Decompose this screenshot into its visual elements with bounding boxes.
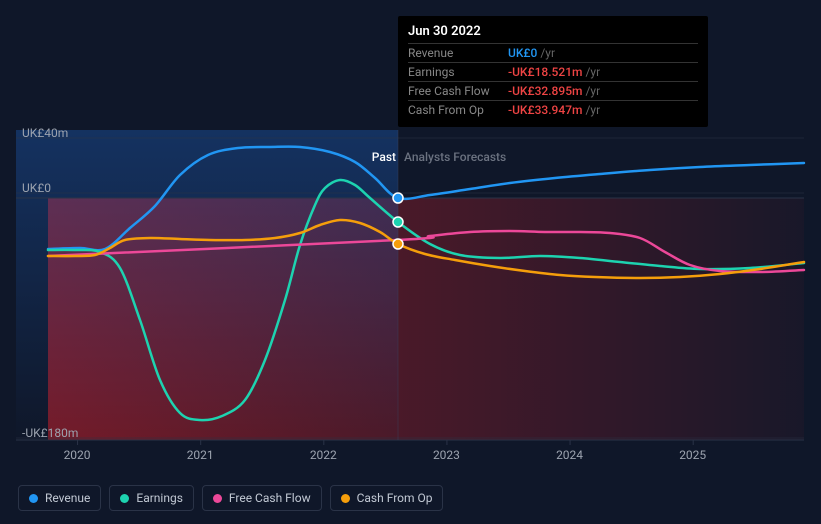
y-axis-label: -UK£180m (22, 426, 78, 440)
tooltip-row: RevenueUK£0/yr (408, 44, 698, 63)
legend-swatch (120, 494, 129, 503)
x-axis-label: 2021 (187, 448, 214, 462)
legend-swatch (341, 494, 350, 503)
tooltip-row-label: Cash From Op (408, 103, 508, 117)
tooltip-row-suffix: /yr (585, 65, 600, 79)
tooltip-row-suffix: /yr (585, 84, 600, 98)
earnings-marker (393, 217, 403, 227)
tooltip-row-value: UK£0 (508, 46, 537, 60)
legend-label: Cash From Op (357, 491, 433, 505)
x-axis-label: 2023 (433, 448, 460, 462)
x-axis-label: 2020 (64, 448, 91, 462)
tooltip-row-label: Free Cash Flow (408, 84, 508, 98)
legend-item-earnings[interactable]: Earnings (109, 485, 194, 511)
tooltip-row-label: Earnings (408, 65, 508, 79)
tooltip-row: Cash From Op-UK£33.947m/yr (408, 101, 698, 119)
legend-item-revenue[interactable]: Revenue (18, 485, 101, 511)
cfo-marker (393, 239, 403, 249)
financials-chart: Past Analysts Forecasts Jun 30 2022 Reve… (0, 0, 821, 524)
tooltip-date: Jun 30 2022 (408, 24, 698, 44)
tooltip-row-label: Revenue (408, 46, 508, 60)
legend-label: Free Cash Flow (229, 491, 311, 505)
y-axis-label: UK£40m (22, 126, 68, 140)
legend-label: Revenue (45, 491, 90, 505)
y-axis-label: UK£0 (22, 181, 51, 195)
legend-swatch (29, 494, 38, 503)
legend-swatch (213, 494, 222, 503)
x-axis-label: 2024 (556, 448, 583, 462)
tooltip-row-suffix: /yr (585, 103, 600, 117)
legend-item-cfo[interactable]: Cash From Op (330, 485, 444, 511)
tooltip-row-suffix: /yr (540, 46, 555, 60)
tooltip-row: Earnings-UK£18.521m/yr (408, 63, 698, 82)
chart-tooltip: Jun 30 2022 RevenueUK£0/yrEarnings-UK£18… (398, 16, 708, 127)
tooltip-row-value: -UK£18.521m (508, 65, 582, 79)
chart-legend: Revenue Earnings Free Cash Flow Cash From O… (18, 485, 443, 511)
x-axis-label: 2025 (679, 448, 706, 462)
tooltip-row-value: -UK£32.895m (508, 84, 582, 98)
legend-label: Earnings (136, 491, 183, 505)
forecast-label: Analysts Forecasts (404, 150, 506, 164)
past-label: Past (372, 150, 396, 164)
x-axis-label: 2022 (310, 448, 337, 462)
tooltip-row-value: -UK£33.947m (508, 103, 582, 117)
tooltip-row: Free Cash Flow-UK£32.895m/yr (408, 82, 698, 101)
legend-item-fcf[interactable]: Free Cash Flow (202, 485, 322, 511)
revenue-marker (393, 193, 403, 203)
